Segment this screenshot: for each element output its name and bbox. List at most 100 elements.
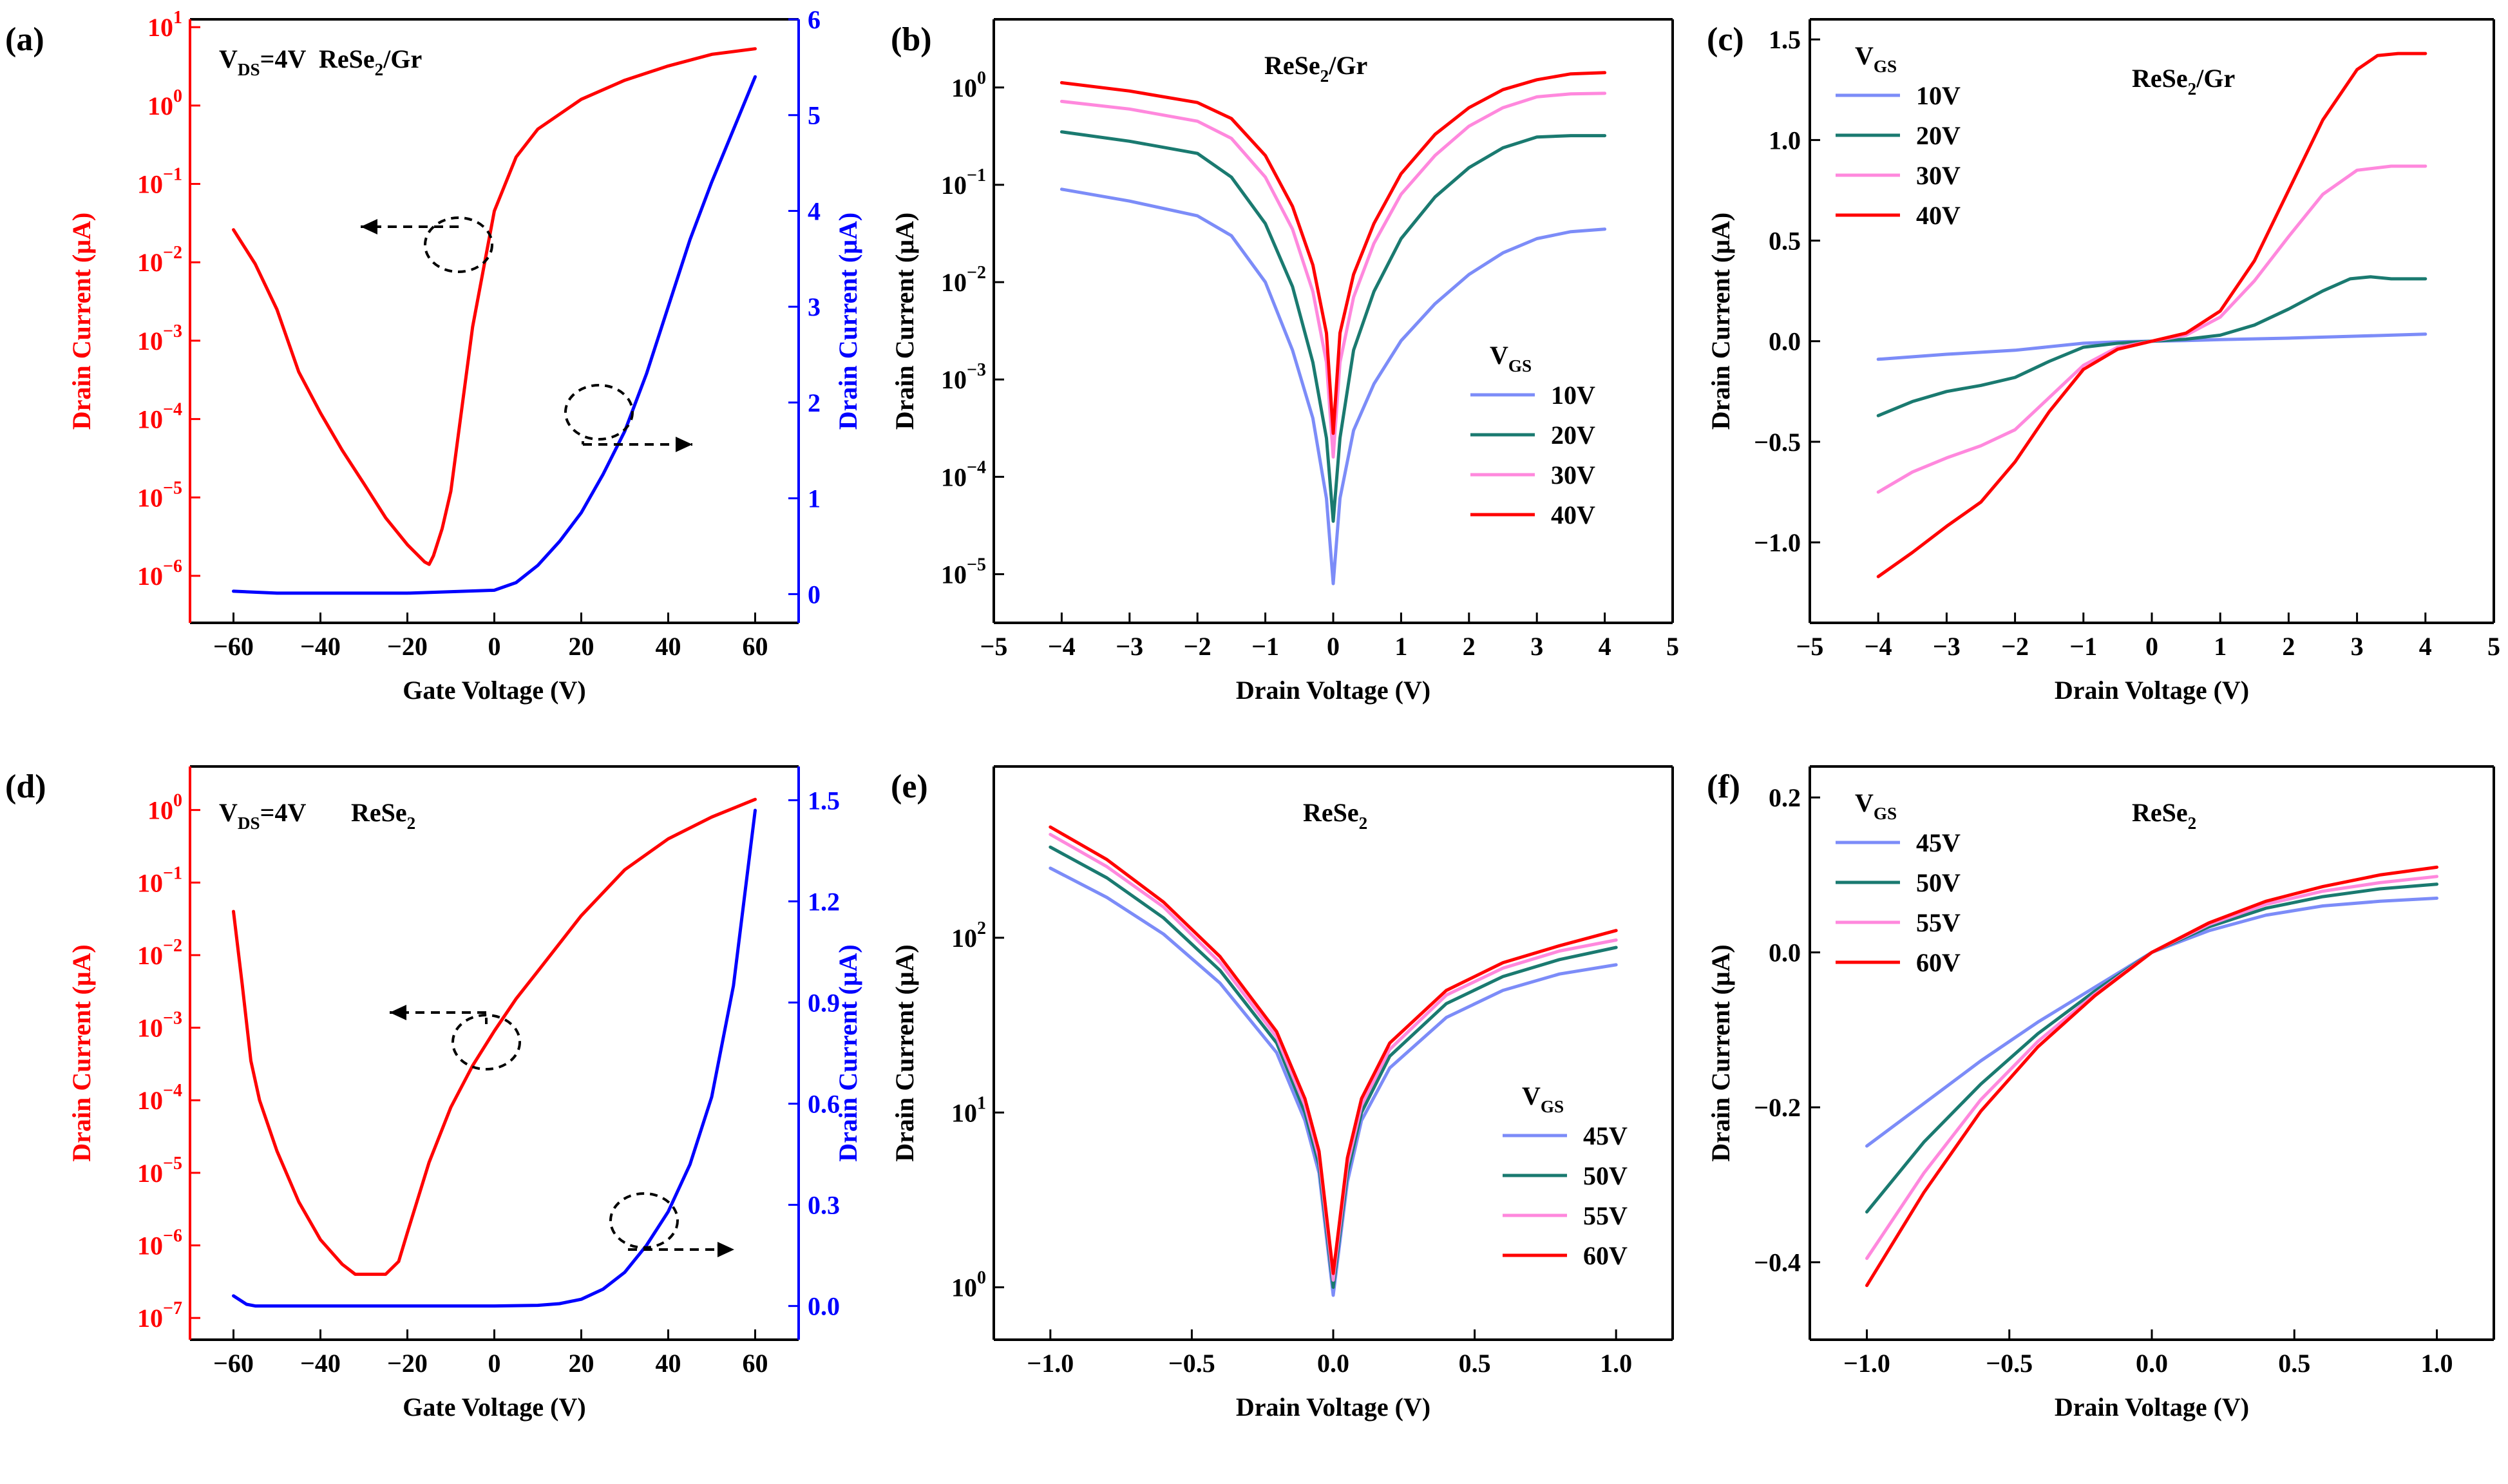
y-tick-right-label: 1 [808,484,821,513]
y-tick-right-label: 6 [808,5,821,34]
x-tick-label: 60 [743,632,768,661]
annotation: ReSe2 [351,798,415,833]
series-line-d-right [232,808,757,1308]
legend-label: 10V [1551,381,1595,410]
series-line-c-10V [1876,332,2427,361]
series-line-e-55V [1049,833,1618,1282]
axis-indicator-arrowhead [361,219,377,234]
y-tick-right-label: 0.6 [808,1090,840,1119]
axis-indicator-arrowhead [390,1005,406,1020]
y-tick-right-label: 0 [808,580,821,609]
panel-label: (d) [5,768,46,805]
panel-a: −60 −40 −20 0 20 40 6010110010−110−210−310−410… [5,5,862,705]
y-tick-label: 10−5 [941,555,986,589]
y-tick-label: 10−2 [941,263,986,297]
y-tick-label: 10−3 [941,360,986,394]
x-tick-label: 3 [1530,632,1543,661]
legend-label: 10V [1916,81,1961,110]
legend-title: VGS [1855,41,1897,76]
legend: VGS 10V 20V 30V 40V [1836,41,1961,230]
panel-d: −60 −40 −20 0 20 40 60 100 10−1 10−2 10−3 10−4 10−5 1… [5,765,862,1422]
x-tick-label: −3 [1933,632,1961,661]
x-tick-label: 20 [569,632,594,661]
y-tick-label: −0.4 [1754,1248,1801,1277]
x-tick-label: −0.5 [1168,1349,1215,1378]
x-tick-label: 3 [2351,632,2364,661]
x-tick-label: 0.5 [1459,1349,1491,1378]
x-tick-label: −40 [300,1349,341,1378]
y-tick-label: 10−4 [137,400,182,434]
x-tick-label: −0.5 [1986,1349,2033,1378]
axis-indicator-circle [424,216,493,273]
x-tick-label: −20 [387,632,428,661]
y-tick-label: 10−3 [137,1009,182,1043]
y-tick-right-label: 1.5 [808,786,840,815]
x-tick-label: −1 [2069,632,2097,661]
y-tick-label: 101 [951,1093,986,1127]
x-tick-label: 2 [1463,632,1476,661]
x-tick-label: 20 [569,1349,594,1378]
x-tick-label: −1.0 [1027,1349,1074,1378]
axis-indicator-circle [564,384,634,441]
y-tick-right-label: 1.2 [808,887,840,916]
series-line-e-50V [1049,845,1618,1289]
annotation: ReSe2 [1303,798,1367,833]
y-tick-label: 10−4 [941,457,986,491]
y-tick-label: 10−4 [137,1081,182,1115]
legend: VGS 45V 50V 55V 60V [1503,1081,1628,1270]
x-axis-label: Drain Voltage (V) [2055,1393,2249,1422]
annotation: ReSe2/Gr [319,44,422,79]
x-tick-label: 4 [1599,632,1611,661]
y-tick-label: 0.2 [1769,783,1801,812]
series-line-c-20V [1876,275,2427,417]
y-tick-right-label: 4 [808,196,821,225]
x-tick-label: −1 [1251,632,1279,661]
x-tick-label: −5 [1796,632,1824,661]
panel-e: −1.0 −0.5 0.0 0.5 1.0 100 101 102 Drain Voltage … [890,765,1674,1422]
axis-indicator-circle [609,1192,679,1249]
y-tick-label: 1.0 [1769,126,1801,155]
panel-f: −1.0 −0.5 0.0 0.5 1.0 −0.4 −0.2 0.0 0.2 Drain Vol… [1706,765,2495,1422]
series-line-f-60V [1865,865,2438,1288]
legend: VGS 10V 20V 30V 40V [1470,341,1595,529]
y-tick-label: 10−1 [941,166,986,200]
x-axis-label: Gate Voltage (V) [403,676,585,705]
y-axis-label: Drain Current (μA) [890,213,919,430]
x-tick-label: −3 [1116,632,1143,661]
legend-label: 45V [1583,1121,1628,1150]
x-tick-label: 1 [2214,632,2227,661]
annotation: ReSe2/Gr [2132,64,2235,99]
x-tick-label: −1.0 [1843,1349,1890,1378]
x-tick-label: 0.5 [2278,1349,2310,1378]
axis-indicator-arrowhead [717,1242,734,1257]
x-tick-label: 0 [2145,632,2158,661]
x-tick-label: 4 [2419,632,2432,661]
y-axis-label: Drain Current (μA) [1706,213,1735,430]
y-tick-label: 100 [147,86,182,120]
series-line-b-10V [1059,187,1607,585]
x-tick-label: 0.0 [2136,1349,2168,1378]
series-line-d-left [232,797,757,1276]
series-line-a-left [232,47,757,566]
legend-label: 45V [1916,828,1961,857]
x-axis-label: Gate Voltage (V) [403,1393,585,1422]
x-tick-label: −2 [1184,632,1211,661]
y-tick-label: 100 [951,1268,986,1302]
y-tick-label: 10−1 [137,165,182,199]
axis-indicator-arrowhead [676,437,692,452]
legend-label: 30V [1916,161,1961,190]
legend: VGS 45V 50V 55V 60V [1836,788,1961,977]
legend-label: 50V [1583,1161,1628,1190]
y-tick-label: −0.2 [1754,1093,1801,1122]
y-tick-label: 10−2 [137,243,182,277]
x-tick-label: −20 [387,1349,428,1378]
legend-label: 55V [1916,908,1961,937]
panel-label: (e) [891,768,928,805]
axis-indicator-circle [451,1014,521,1070]
y-tick-label: 100 [951,68,986,102]
series-line-b-20V [1059,130,1607,523]
y-tick-right-label: 0.0 [808,1292,840,1321]
y-tick-label: 0.0 [1769,938,1801,967]
y-tick-label: 102 [951,918,986,953]
